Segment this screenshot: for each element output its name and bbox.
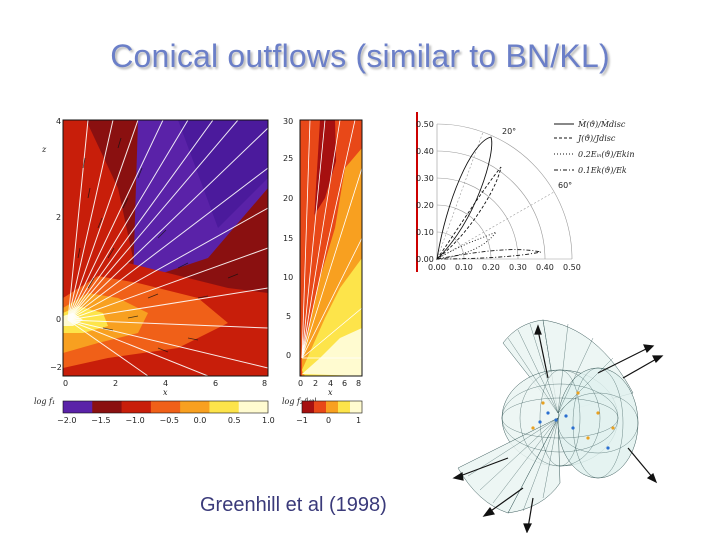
mid-x-tick: 4 bbox=[328, 379, 333, 388]
colorbar-left-label: log f₁ bbox=[34, 397, 55, 406]
outflow-density-map: 4 2 0 −2 4 z 0 2 4 6 8 x log f₁ −2.0−1.5… bbox=[34, 117, 275, 425]
polar-r-tick: 0.10 bbox=[416, 228, 434, 237]
polar-x-tick: 0.00 bbox=[428, 263, 446, 272]
mid-y-tick: 30 bbox=[283, 117, 293, 126]
colorbar-mid bbox=[301, 400, 363, 414]
left-y-tick: 2 bbox=[56, 213, 61, 222]
mid-x-tick: 8 bbox=[356, 379, 361, 388]
colorbar-swatch bbox=[209, 401, 240, 413]
colorbar-left-ticks: −2.0 −1.5 −1.0 −0.5 0.0 0.5 1.0 bbox=[57, 416, 275, 425]
colorbar-swatch bbox=[238, 401, 269, 413]
colorbar-tick: 1 bbox=[356, 416, 361, 425]
colorbar-tick: −0.5 bbox=[160, 416, 179, 425]
colorbar-swatch bbox=[338, 401, 351, 413]
polar-r-tick: 0.50 bbox=[416, 120, 434, 129]
left-y-top-tick: 4 bbox=[56, 117, 61, 126]
left-x-tick: 8 bbox=[262, 379, 267, 388]
colorbar-tick: −1.5 bbox=[91, 416, 110, 425]
polar-legend: Ṁ(ϑ)/Ṁdisc J(ϑ)/Jdisc 0.2Eᵢₙ(ϑ)/Ekin 0.1… bbox=[554, 120, 634, 175]
left-y-tick: 0 bbox=[56, 315, 61, 324]
polar-x-tick: 0.10 bbox=[455, 263, 473, 272]
colorbar-tick: −1 bbox=[296, 416, 308, 425]
colorbar-tick: −1.0 bbox=[125, 416, 144, 425]
legend-entry: 0.2Eᵢₙ(ϑ)/Ekin bbox=[578, 150, 634, 159]
outflow-velocity-map: 30 25 20 15 10 5 0 0 2 4 6 8 x log f₂/|φ… bbox=[282, 117, 363, 425]
left-x-tick: 2 bbox=[113, 379, 118, 388]
colorbar-swatch bbox=[314, 401, 327, 413]
conical-outflow-3d-illustration bbox=[452, 319, 664, 533]
colorbar-mid-ticks: −1 0 1 bbox=[296, 416, 361, 425]
polar-x-tick: 0.20 bbox=[482, 263, 500, 272]
polar-x-tick: 0.30 bbox=[509, 263, 527, 272]
colorbar-swatch bbox=[350, 401, 363, 413]
colorbar-tick: 0.5 bbox=[228, 416, 241, 425]
colorbar-swatch bbox=[150, 401, 181, 413]
polar-angle-label: 20° bbox=[502, 127, 516, 136]
mid-y-tick: 5 bbox=[286, 312, 291, 321]
polar-r-tick: 0.00 bbox=[416, 255, 434, 264]
mid-y-tick: 10 bbox=[283, 273, 293, 282]
slide-title: Conical outflows (similar to BN/KL) bbox=[110, 38, 610, 74]
colorbar-swatch bbox=[121, 401, 152, 413]
polar-plot: 0.50 0.40 0.30 0.20 0.10 0.00 0.00 0.10 … bbox=[416, 112, 634, 272]
colorbar-swatch bbox=[326, 401, 339, 413]
mid-y-tick: 0 bbox=[286, 351, 291, 360]
polar-x-tick: 0.40 bbox=[536, 263, 554, 272]
legend-entry: 0.1Ek(ϑ)/Ek bbox=[578, 166, 627, 175]
colorbar-tick: 0 bbox=[326, 416, 331, 425]
left-x-tick: 6 bbox=[213, 379, 218, 388]
colorbar-tick: 1.0 bbox=[262, 416, 275, 425]
left-x-tick: 4 bbox=[163, 379, 168, 388]
mid-x-tick: 6 bbox=[342, 379, 347, 388]
colorbar-tick: 0.0 bbox=[194, 416, 207, 425]
colorbar-frame bbox=[62, 400, 269, 414]
colorbar-swatch bbox=[302, 401, 315, 413]
left-y-label: z bbox=[41, 145, 47, 154]
polar-angle-label: 60° bbox=[558, 181, 572, 190]
legend-entry: J(ϑ)/Jdisc bbox=[576, 134, 616, 143]
colorbar-swatch bbox=[63, 401, 93, 413]
citation-text: Greenhill et al (1998) bbox=[200, 494, 387, 516]
colorbar-tick: −2.0 bbox=[57, 416, 76, 425]
polar-r-tick: 0.40 bbox=[416, 147, 434, 156]
colorbar-swatch bbox=[180, 401, 210, 413]
mid-x-tick: 2 bbox=[313, 379, 318, 388]
mid-x-label: x bbox=[328, 388, 333, 397]
polar-r-tick: 0.20 bbox=[416, 201, 434, 210]
legend-entry: Ṁ(ϑ)/Ṁdisc bbox=[577, 120, 626, 129]
left-x-label: x bbox=[163, 388, 168, 397]
mid-y-tick: 20 bbox=[283, 194, 293, 203]
mid-y-tick: 25 bbox=[283, 154, 293, 163]
colorbar-left bbox=[62, 400, 269, 414]
polar-x-tick: 0.50 bbox=[563, 263, 581, 272]
polar-r-tick: 0.30 bbox=[416, 174, 434, 183]
colorbar-frame bbox=[301, 400, 363, 414]
mid-y-tick: 15 bbox=[283, 234, 293, 243]
plot-edge-marker bbox=[416, 112, 418, 272]
colorbar-swatch bbox=[92, 401, 122, 413]
mid-x-tick: 0 bbox=[298, 379, 303, 388]
left-y-tick: −2 bbox=[50, 363, 62, 372]
colorbar-mid-label: log f₂/|φ| bbox=[282, 397, 317, 406]
left-x-tick: 0 bbox=[63, 379, 68, 388]
